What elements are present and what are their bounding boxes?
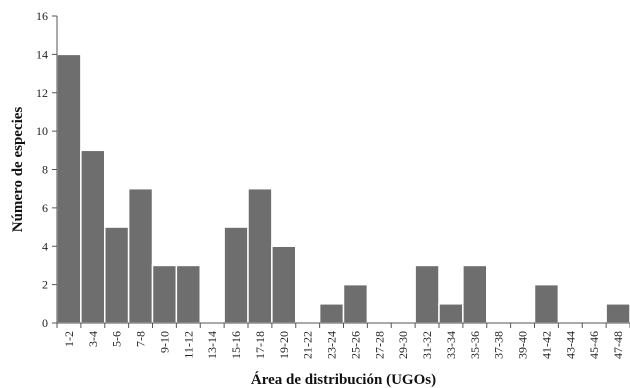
x-tick-label: 1-2 — [62, 331, 76, 347]
x-tick-label: 43-44 — [563, 331, 577, 359]
bar-23-24 — [318, 303, 345, 324]
x-tick-label: 41-42 — [539, 331, 553, 359]
x-tick-label: 25-26 — [348, 331, 362, 359]
x-tick-label: 35-36 — [468, 331, 482, 359]
y-tick-label: 14 — [36, 47, 48, 61]
bar-35-36 — [462, 264, 488, 324]
x-tick-label: 23-24 — [325, 331, 339, 359]
y-tick-label: 2 — [42, 278, 48, 292]
x-tick-label: 3-4 — [86, 331, 100, 347]
x-tick-label: 37-38 — [492, 331, 506, 359]
x-tick-label: 5-6 — [110, 331, 124, 347]
x-tick-label: 31-32 — [420, 331, 434, 359]
y-axis-ticks: 0 2 4 6 8 10 12 14 16 — [36, 9, 57, 330]
x-tick-label: 45-46 — [587, 331, 601, 359]
x-tick-label: 47-48 — [611, 331, 625, 359]
x-tick-label: 15-16 — [229, 331, 243, 359]
y-tick-label: 0 — [42, 316, 48, 330]
bar-33-34 — [438, 303, 464, 324]
bars-group — [56, 53, 630, 324]
x-tick-label: 27-28 — [372, 331, 386, 359]
bar-7-8 — [127, 187, 154, 324]
x-tick-label: 11-12 — [181, 331, 195, 359]
bar-31-32 — [414, 264, 440, 324]
y-tick-label: 6 — [42, 201, 48, 215]
y-axis-title: Número de especies — [10, 107, 26, 233]
bar-19-20 — [271, 245, 297, 324]
bar-15-16 — [223, 226, 249, 324]
x-tick-label: 7-8 — [134, 331, 148, 347]
bar-3-4 — [80, 149, 106, 324]
x-tick-label: 39-40 — [516, 331, 530, 359]
x-tick-label: 9-10 — [157, 331, 171, 353]
bar-1-2 — [56, 53, 82, 324]
y-tick-label: 8 — [42, 163, 48, 177]
x-tick-label: 17-18 — [253, 331, 267, 359]
y-tick-label: 16 — [36, 9, 48, 23]
x-tick-label: 33-34 — [444, 331, 458, 359]
x-axis-ticks: 1-2 3-4 5-6 7-8 9-10 11-12 13-14 15-16 17-18 19-2… — [56, 323, 630, 359]
x-axis-title: Área de distribución (UGOs) — [251, 371, 436, 388]
bar-5-6 — [104, 226, 130, 324]
y-tick-label: 4 — [42, 239, 48, 253]
x-tick-label: 29-30 — [396, 331, 410, 359]
bar-9-10 — [151, 264, 178, 324]
x-tick-label: 13-14 — [205, 331, 219, 359]
x-tick-label: 19-20 — [277, 331, 291, 359]
bar-47-48 — [605, 303, 630, 324]
bar-11-12 — [175, 264, 201, 324]
y-tick-label: 12 — [36, 86, 48, 100]
x-tick-label: 21-22 — [301, 331, 315, 359]
bar-17-18 — [247, 187, 273, 324]
bar-41-42 — [533, 283, 560, 324]
y-tick-label: 10 — [36, 124, 48, 138]
bar-25-26 — [342, 283, 369, 324]
